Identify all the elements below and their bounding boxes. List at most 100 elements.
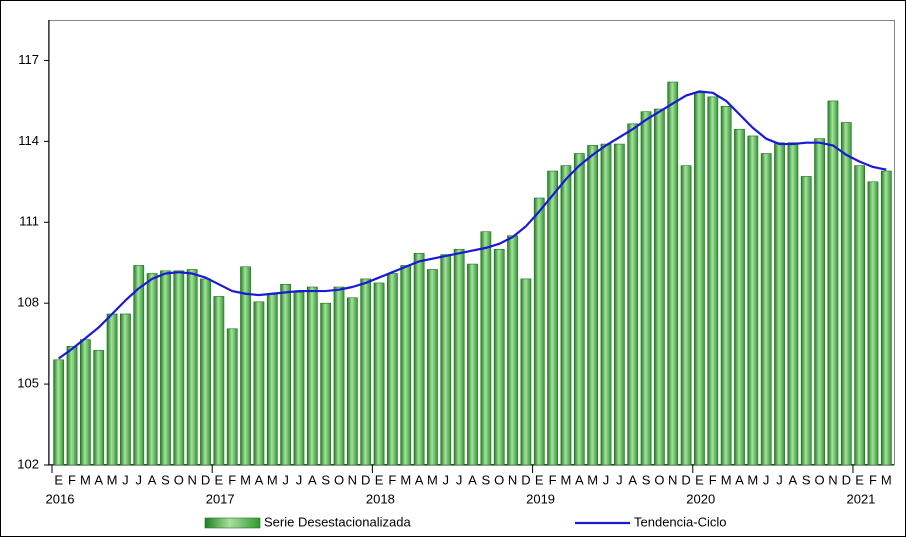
x-tick-label: E [695, 472, 704, 487]
bar [707, 96, 719, 466]
x-tick-label: J [282, 472, 289, 487]
x-tick-label: O [654, 472, 664, 487]
bar [720, 106, 732, 466]
bar [333, 286, 345, 466]
bar [200, 278, 211, 466]
bar [427, 269, 438, 466]
year-label: 2018 [366, 491, 395, 506]
x-tick-label: M [587, 472, 598, 487]
x-tick-label: E [375, 472, 384, 487]
bar [213, 296, 225, 466]
legend-label: Serie Desestacionalizada [264, 514, 411, 529]
bar [747, 135, 759, 466]
x-tick-label: E [535, 472, 544, 487]
x-tick-label: D [681, 472, 690, 487]
legend-swatch [204, 517, 261, 529]
y-tick-label: 105 [17, 376, 39, 391]
x-tick-label: E [54, 472, 63, 487]
x-tick-label: M [267, 472, 278, 487]
y-tick-label: 114 [18, 133, 39, 148]
bar [266, 293, 278, 466]
year-label: 2021 [846, 491, 875, 506]
bar [507, 235, 518, 466]
x-tick-label: N [187, 472, 196, 487]
bar [667, 81, 679, 466]
x-tick-label: S [321, 472, 330, 487]
bar [600, 143, 612, 466]
bar [734, 128, 745, 466]
bar [387, 273, 398, 466]
x-tick-label: S [642, 472, 651, 487]
bar [867, 181, 879, 466]
x-tick-label: N [348, 472, 357, 487]
x-tick-label: N [828, 472, 837, 487]
bar [613, 143, 625, 466]
x-tick-label: F [549, 472, 557, 487]
bar [66, 346, 78, 466]
x-tick-label: S [802, 472, 811, 487]
x-tick-label: M [240, 472, 251, 487]
x-tick-label: J [136, 472, 143, 487]
x-tick-label: A [415, 472, 424, 487]
year-label: 2020 [686, 491, 715, 506]
bar [560, 165, 572, 466]
x-tick-label: D [201, 472, 210, 487]
x-tick-label: E [855, 472, 864, 487]
bar [80, 339, 91, 466]
bar [346, 297, 358, 466]
x-tick-label: J [296, 472, 303, 487]
bar [467, 263, 478, 466]
bar [814, 138, 825, 466]
x-tick-label: F [709, 472, 717, 487]
x-tick-label: A [468, 472, 477, 487]
bar [93, 350, 105, 466]
x-tick-label: J [763, 472, 770, 487]
bar [800, 176, 812, 466]
x-tick-label: F [869, 472, 877, 487]
x-tick-label: A [308, 472, 317, 487]
x-tick-label: N [508, 472, 517, 487]
x-tick-label: A [628, 472, 637, 487]
x-tick-label: S [161, 472, 170, 487]
x-tick-label: M [107, 472, 118, 487]
bar [654, 108, 665, 466]
bar [787, 142, 799, 466]
trend-line [58, 90, 887, 360]
x-tick-label: O [815, 472, 825, 487]
bar [373, 282, 385, 466]
bar [547, 170, 558, 466]
y-tick-label: 108 [17, 295, 39, 310]
x-tick-label: J [616, 472, 623, 487]
bar [186, 269, 198, 466]
x-tick-label: M [881, 472, 892, 487]
x-tick-label: A [255, 472, 264, 487]
bar [253, 301, 265, 466]
x-tick-label: E [215, 472, 224, 487]
bar [320, 302, 332, 466]
bar [400, 265, 412, 466]
bar [146, 273, 158, 466]
x-tick-label: O [174, 472, 184, 487]
bar [120, 313, 131, 466]
bar [226, 328, 238, 466]
x-tick-label: J [776, 472, 783, 487]
x-tick-label: J [122, 472, 129, 487]
y-tick-label: 117 [18, 52, 39, 67]
bar [240, 266, 251, 466]
x-tick-label: A [789, 472, 798, 487]
bar [453, 248, 465, 466]
bar [854, 165, 865, 466]
bar [880, 170, 892, 466]
bar [106, 313, 118, 466]
x-tick-label: J [456, 472, 463, 487]
bar [133, 265, 145, 466]
bar [280, 284, 291, 466]
bar [293, 292, 305, 466]
bar [640, 111, 652, 466]
bar [694, 92, 705, 466]
year-label: 2016 [46, 491, 75, 506]
bar [440, 254, 452, 466]
x-tick-label: A [735, 472, 744, 487]
x-tick-label: D [361, 472, 370, 487]
